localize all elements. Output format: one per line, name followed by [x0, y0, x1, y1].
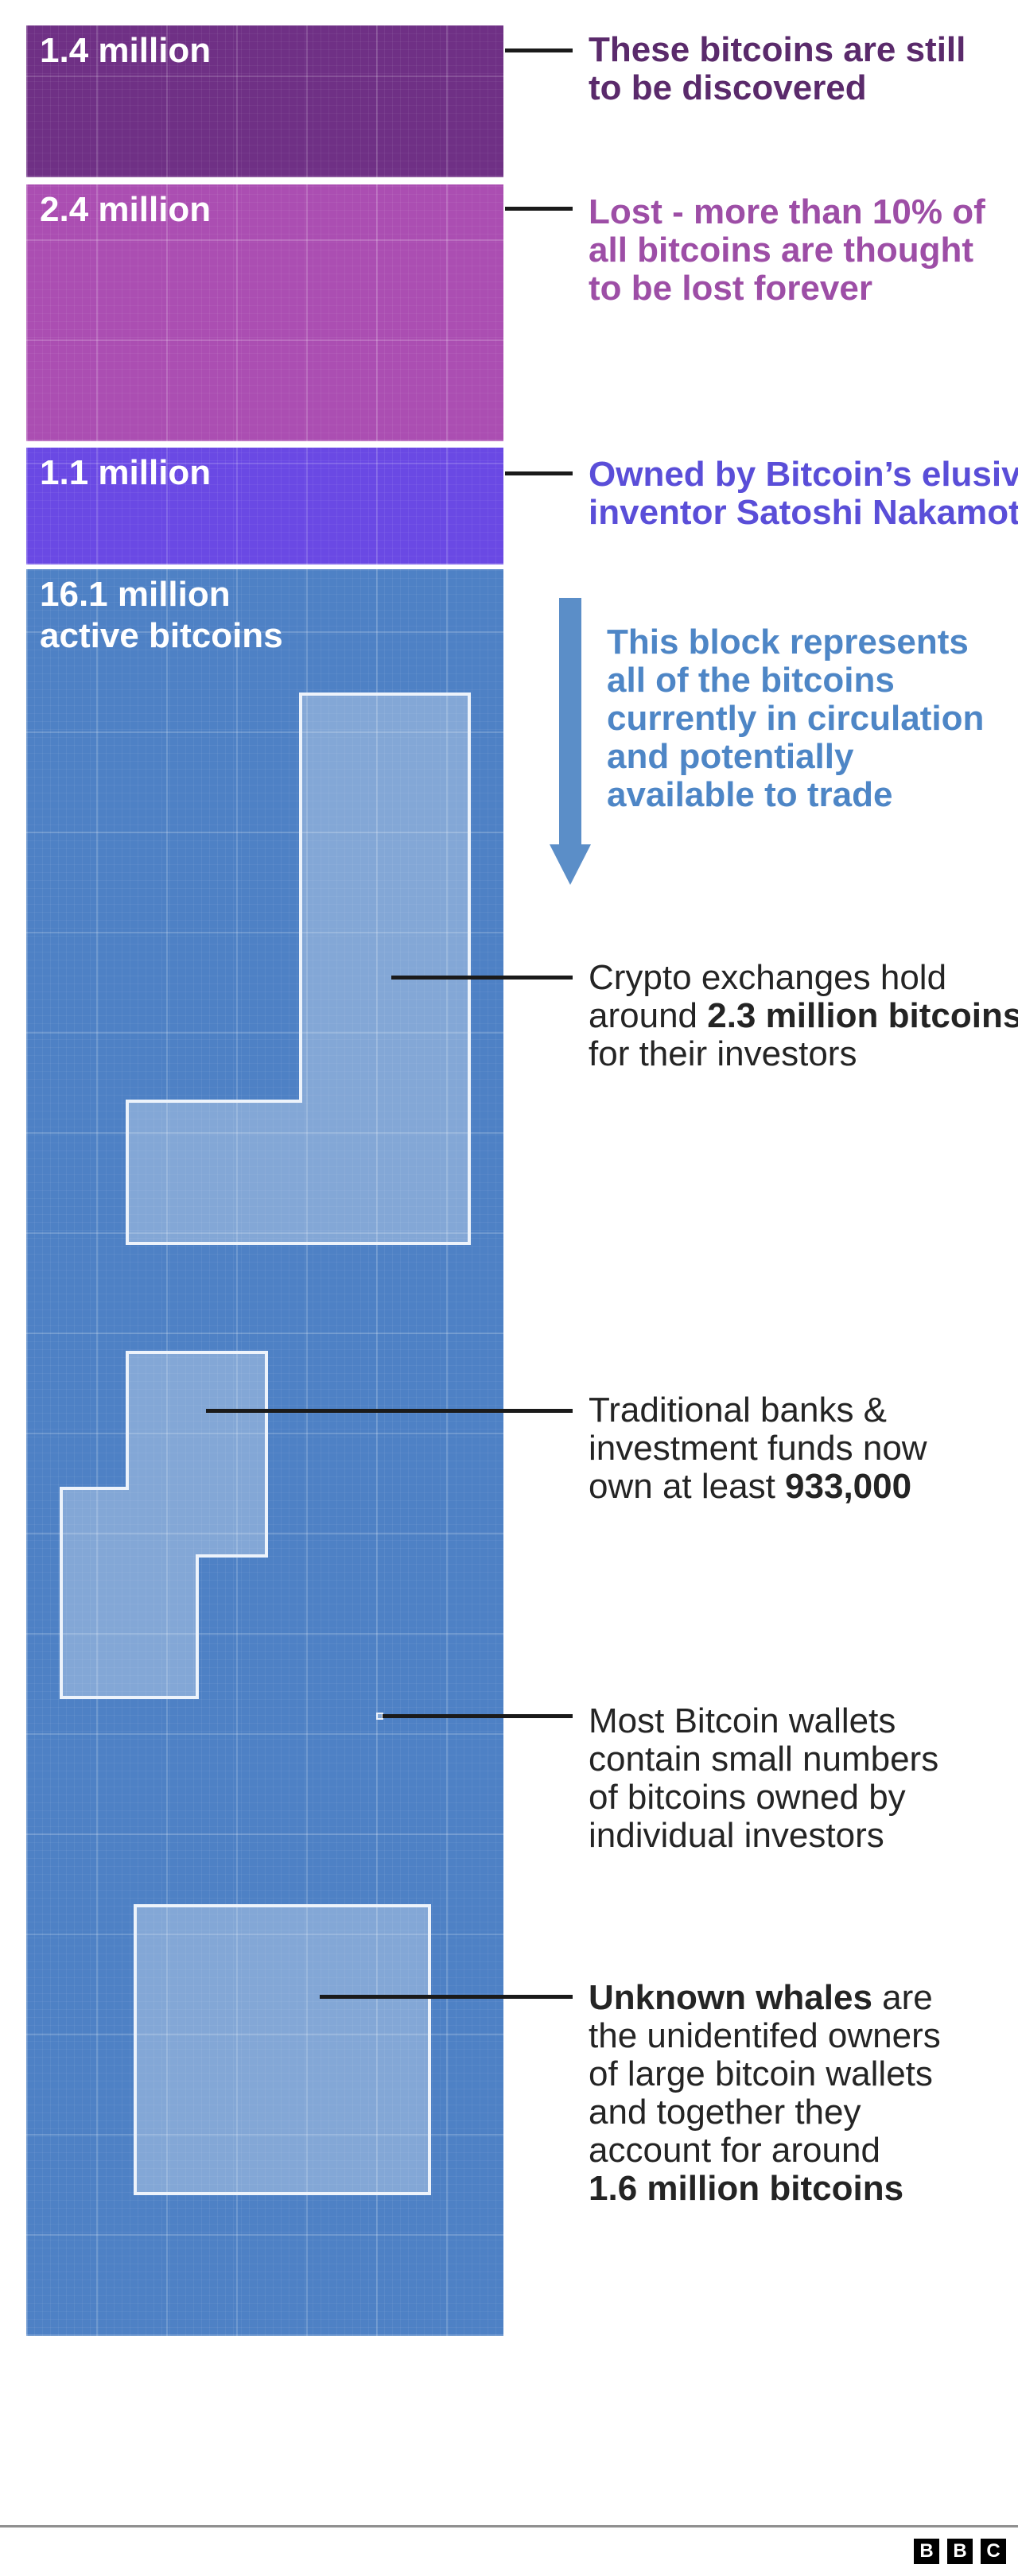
note-lost-text: to be lost forever [589, 269, 872, 308]
note-active-block-line-3: currently in circulation [607, 700, 984, 738]
note-crypto-text: 2.3 million bitcoins [707, 996, 1018, 1035]
note-lost-text: Lost - more than 10% of [589, 192, 985, 231]
block-active: 16.1 million active bitcoins [26, 569, 503, 2336]
note-crypto-line-2: around 2.3 million bitcoins [589, 997, 1018, 1035]
note-whales-line-3: of large bitcoin wallets [589, 2055, 941, 2093]
block-label-lost: 2.4 million [40, 190, 212, 229]
note-banks-text: own at least [589, 1467, 786, 1506]
note-whales-text: account for around [589, 2131, 880, 2170]
note-banks-line-1: Traditional banks & [589, 1391, 927, 1430]
note-active-block-text: This block represents [607, 623, 969, 661]
block-satoshi: 1.1 million [26, 448, 503, 564]
note-whales: Unknown whales are the unidentifed owners… [589, 1979, 941, 2208]
note-whales-text: of large bitcoin wallets [589, 2054, 933, 2093]
note-banks-line-3: own at least 933,000 [589, 1468, 927, 1506]
note-active-block: This block represents all of the bitcoins… [607, 623, 984, 814]
footer-separator [0, 2525, 1018, 2528]
note-banks-line-2: investment funds now [589, 1430, 927, 1468]
note-whales-text: Unknown whales [589, 1978, 872, 2017]
bbc-logo-letter-2: B [947, 2539, 973, 2564]
note-whales-line-1: Unknown whales are [589, 1979, 941, 2017]
note-satoshi-text: inventor Satoshi Nakamoto [589, 493, 1018, 532]
line-whales [320, 1995, 573, 1999]
note-wallets-text: of bitcoins owned by [589, 1778, 906, 1817]
line-crypto [391, 976, 573, 980]
note-active-block-text: currently in circulation [607, 699, 985, 738]
note-satoshi-line-2: inventor Satoshi Nakamoto [589, 494, 1018, 532]
note-whales-line-4: and together they [589, 2093, 941, 2132]
block-label-undiscovered: 1.4 million [40, 31, 212, 70]
note-satoshi: Owned by Bitcoin’s elusive inventor Satos… [589, 456, 1018, 532]
line-satoshi [505, 471, 573, 475]
note-wallets-line-3: of bitcoins owned by [589, 1779, 938, 1817]
note-wallets-text: contain small numbers [589, 1740, 939, 1779]
note-undiscovered-line-1: These bitcoins are still [589, 31, 966, 69]
note-whales-text: 1.6 million bitcoins [589, 2169, 904, 2208]
note-banks: Traditional banks & investment funds now o… [589, 1391, 927, 1506]
note-crypto-text: for their investors [589, 1034, 857, 1073]
line-lost [505, 207, 573, 211]
note-crypto-text: around [589, 996, 708, 1035]
note-whales-line-2: the unidentifed owners [589, 2017, 941, 2055]
note-undiscovered-text: These bitcoins are still [589, 30, 966, 69]
down-arrow-head [550, 844, 591, 885]
bbc-logo-letter-1: B [914, 2539, 939, 2564]
note-active-block-line-4: and potentially [607, 738, 984, 776]
note-lost: Lost - more than 10% of all bitcoins are … [589, 193, 985, 308]
block-lost: 2.4 million [26, 184, 503, 441]
note-active-block-text: available to trade [607, 775, 893, 814]
note-satoshi-line-1: Owned by Bitcoin’s elusive [589, 456, 1018, 494]
block-label-satoshi: 1.1 million [40, 453, 212, 492]
note-crypto: Crypto exchanges hold around 2.3 million … [589, 959, 1018, 1073]
note-undiscovered-line-2: to be discovered [589, 69, 966, 107]
block-undiscovered: 1.4 million [26, 25, 503, 177]
note-wallets-text: individual investors [589, 1816, 884, 1855]
note-lost-line-1: Lost - more than 10% of [589, 193, 985, 231]
note-crypto-text: Crypto exchanges hold [589, 958, 947, 997]
note-undiscovered-text: to be discovered [589, 68, 867, 107]
note-wallets-text: Most Bitcoin wallets [589, 1701, 896, 1740]
note-banks-text: Traditional banks & [589, 1391, 888, 1430]
note-crypto-line-1: Crypto exchanges hold [589, 959, 1018, 997]
bbc-logo-letter-3: C [981, 2539, 1006, 2564]
note-active-block-text: all of the bitcoins [607, 661, 895, 700]
note-wallets-line-1: Most Bitcoin wallets [589, 1702, 938, 1740]
note-whales-text: the unidentifed owners [589, 2016, 941, 2055]
note-crypto-line-3: for their investors [589, 1035, 1018, 1073]
line-banks [206, 1409, 573, 1413]
note-whales-line-5: account for around [589, 2132, 941, 2170]
note-wallets: Most Bitcoin wallets contain small number… [589, 1702, 938, 1855]
note-lost-text: all bitcoins are thought [589, 231, 974, 270]
note-whales-text: are [872, 1978, 933, 2017]
down-arrow-bar [559, 598, 581, 844]
block-label-active: 16.1 million active bitcoins [40, 575, 283, 655]
note-banks-text: 933,000 [785, 1467, 912, 1506]
note-lost-line-3: to be lost forever [589, 270, 985, 308]
note-undiscovered: These bitcoins are still to be discovered [589, 31, 966, 107]
note-banks-text: investment funds now [589, 1429, 927, 1468]
note-active-block-text: and potentially [607, 737, 854, 776]
note-active-block-line-1: This block represents [607, 623, 984, 661]
note-lost-line-2: all bitcoins are thought [589, 231, 985, 270]
note-active-block-line-5: available to trade [607, 776, 984, 814]
note-whales-text: and together they [589, 2093, 861, 2132]
note-wallets-line-4: individual investors [589, 1817, 938, 1855]
note-wallets-line-2: contain small numbers [589, 1740, 938, 1779]
line-undiscovered [505, 48, 573, 52]
line-wallets [383, 1714, 573, 1718]
note-whales-line-6: 1.6 million bitcoins [589, 2170, 941, 2208]
note-active-block-line-2: all of the bitcoins [607, 661, 984, 700]
note-satoshi-text: Owned by Bitcoin’s elusive [589, 455, 1018, 494]
